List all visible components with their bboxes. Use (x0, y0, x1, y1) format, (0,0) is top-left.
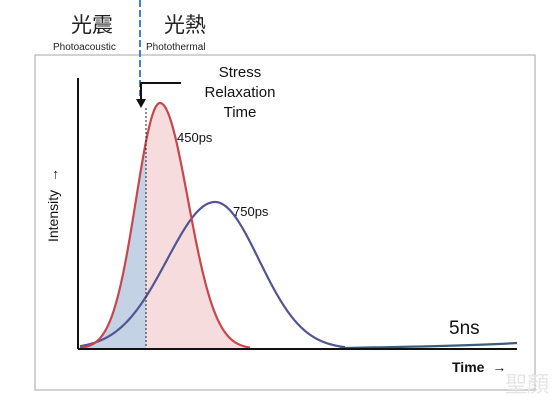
pulse-5ns-tail (339, 341, 518, 350)
svg-text:Intensity →: Intensity → (45, 168, 61, 242)
watermark-text: 聖顏 (505, 373, 549, 398)
photothermal-region (146, 103, 250, 349)
photoacoustic-region (80, 141, 146, 349)
stress-bracket (140, 82, 181, 102)
photothermal-label: Photothermal (146, 42, 205, 53)
pulse-750ps-curve (79, 200, 346, 349)
stress-label-line1: Stress (219, 64, 262, 81)
peak-750ps-label: 750ps (233, 204, 269, 219)
x-axis-label: Time (452, 359, 485, 375)
y-axis-arrow: → (45, 168, 61, 182)
y-axis-title: Intensity → (45, 168, 61, 242)
y-axis-label: Intensity (45, 190, 61, 242)
peak-450ps-label: 450ps (177, 130, 213, 145)
stress-label-line2: Relaxation (205, 84, 276, 101)
stress-label-line3: Time (224, 104, 257, 121)
x-axis-arrow: → (492, 359, 506, 375)
x-axis-title: Time → (452, 359, 506, 375)
tail-5ns-label: 5ns (449, 318, 480, 339)
photoacoustic-cjk-label: 光震 (71, 13, 113, 37)
photothermal-cjk-label: 光熱 (164, 13, 206, 37)
pulse-450ps-curve (79, 101, 251, 350)
stress-arrow-head (136, 99, 146, 108)
photoacoustic-label: Photoacoustic (53, 42, 116, 53)
